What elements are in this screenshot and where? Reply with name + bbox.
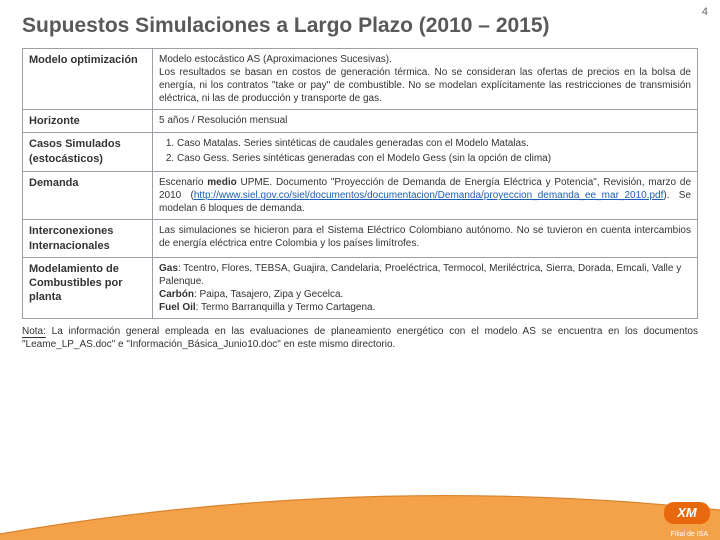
bold-span: medio [207, 177, 236, 188]
table-row: Horizonte 5 años / Resolución mensual [23, 110, 698, 133]
footnote: Nota: La información general empleada en… [22, 325, 698, 351]
fuel-key: Carbón [159, 289, 194, 300]
row-label: Horizonte [23, 110, 153, 133]
table-row: Demanda Escenario medio UPME. Documento … [23, 172, 698, 220]
footer-curve [0, 492, 720, 540]
row-content: 5 años / Resolución mensual [153, 110, 698, 133]
footnote-text: La información general empleada en las e… [22, 326, 698, 350]
footer-tagline: Filial de ISA [671, 531, 708, 538]
fuel-key: Fuel Oil [159, 302, 196, 313]
row-label: Modelo optimización [23, 49, 153, 110]
fuel-key: Gas [159, 263, 178, 274]
row-content: Las simulaciones se hicieron para el Sis… [153, 220, 698, 258]
list-item: Caso Matalas. Series sintéticas de cauda… [177, 137, 691, 150]
curve-fill [0, 496, 720, 540]
row-content: Modelo estocástico AS (Aproximaciones Su… [153, 49, 698, 110]
fuel-val: : Tcentro, Flores, TEBSA, Guajira, Cande… [159, 263, 681, 287]
row-label: Casos Simulados (estocásticos) [23, 133, 153, 172]
row-content: Caso Matalas. Series sintéticas de cauda… [153, 133, 698, 172]
row-label: Demanda [23, 172, 153, 220]
fuel-val: : Termo Barranquilla y Termo Cartagena. [196, 302, 376, 313]
text-span: Escenario [159, 177, 207, 188]
demand-link[interactable]: http://www.siel.gov.co/siel/documentos/d… [194, 190, 664, 201]
row-content: Gas: Tcentro, Flores, TEBSA, Guajira, Ca… [153, 257, 698, 318]
table-row: Modelo optimización Modelo estocástico A… [23, 49, 698, 110]
assumptions-table: Modelo optimización Modelo estocástico A… [22, 48, 698, 319]
table-row: Modelamiento de Combustibles por planta … [23, 257, 698, 318]
ordered-list: Caso Matalas. Series sintéticas de cauda… [159, 137, 691, 165]
table-row: Casos Simulados (estocásticos) Caso Mata… [23, 133, 698, 172]
logo-text: XM [676, 505, 698, 520]
footnote-prefix: Nota: [22, 326, 46, 338]
table-row: Interconexiones Internacionales Las simu… [23, 220, 698, 258]
row-label: Modelamiento de Combustibles por planta [23, 257, 153, 318]
fuel-line: Fuel Oil: Termo Barranquilla y Termo Car… [159, 301, 691, 314]
brand-logo: XM [664, 502, 710, 530]
fuel-line: Gas: Tcentro, Flores, TEBSA, Guajira, Ca… [159, 262, 691, 288]
curve-stroke [0, 496, 720, 534]
fuel-line: Carbón: Paipa, Tasajero, Zipa y Gecelca. [159, 288, 691, 301]
page-title: Supuestos Simulaciones a Largo Plazo (20… [0, 0, 720, 48]
row-label: Interconexiones Internacionales [23, 220, 153, 258]
text-line: Modelo estocástico AS (Aproximaciones Su… [159, 53, 691, 66]
list-item: Caso Gess. Series sintéticas generadas c… [177, 152, 691, 165]
row-content: Escenario medio UPME. Documento "Proyecc… [153, 172, 698, 220]
fuel-val: : Paipa, Tasajero, Zipa y Gecelca. [194, 289, 343, 300]
page-number: 4 [702, 6, 708, 18]
text-line: Los resultados se basan en costos de gen… [159, 66, 691, 105]
